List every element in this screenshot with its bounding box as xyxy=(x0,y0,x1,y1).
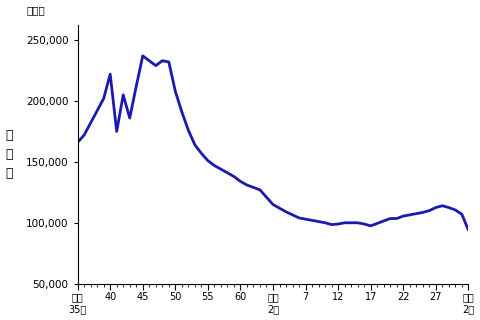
Y-axis label: 出
生
数: 出 生 数 xyxy=(6,129,13,180)
Text: （人）: （人） xyxy=(27,5,46,15)
